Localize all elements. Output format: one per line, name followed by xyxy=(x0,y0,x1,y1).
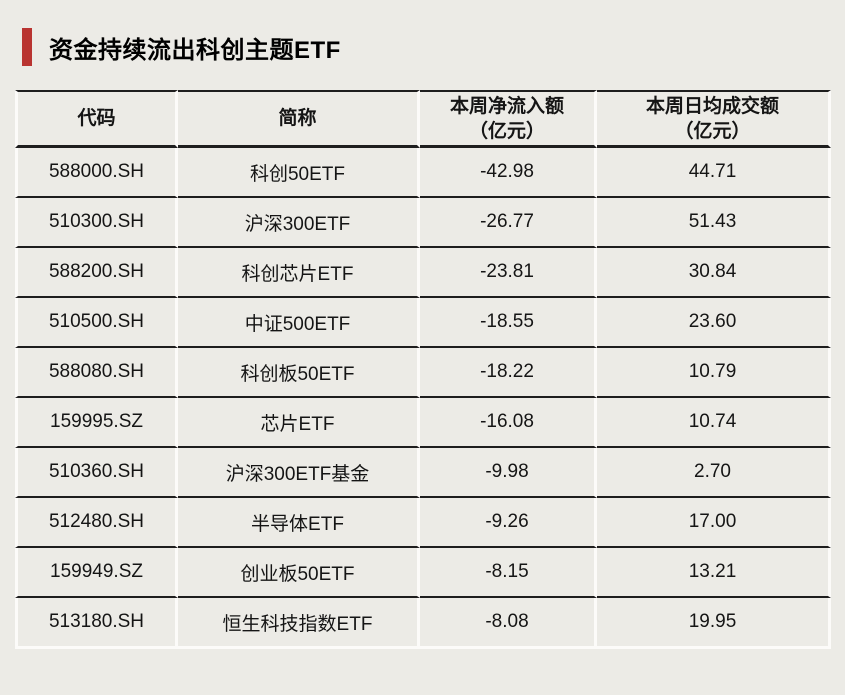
cell-net-inflow: -18.55 xyxy=(420,298,597,348)
cell-code: 513180.SH xyxy=(15,598,178,649)
table-row: 510500.SH 中证500ETF -18.55 23.60 xyxy=(15,298,831,348)
cell-name: 科创50ETF xyxy=(178,148,420,198)
cell-net-inflow: -8.08 xyxy=(420,598,597,649)
cell-code: 588080.SH xyxy=(15,348,178,398)
cell-name: 芯片ETF xyxy=(178,398,420,448)
cell-code: 159949.SZ xyxy=(15,548,178,598)
cell-net-inflow: -16.08 xyxy=(420,398,597,448)
page-title: 资金持续流出科创主题ETF xyxy=(49,36,341,64)
cell-code: 510500.SH xyxy=(15,298,178,348)
cell-avg-turnover: 13.21 xyxy=(597,548,831,598)
cell-name: 沪深300ETF基金 xyxy=(178,448,420,498)
cell-name: 半导体ETF xyxy=(178,498,420,548)
header-row: 代码 简称 本周净流入额 （亿元） 本周日均成交额 （亿元） xyxy=(15,90,831,148)
table-row: 510300.SH 沪深300ETF -26.77 51.43 xyxy=(15,198,831,248)
cell-avg-turnover: 10.74 xyxy=(597,398,831,448)
table-row: 588200.SH 科创芯片ETF -23.81 30.84 xyxy=(15,248,831,298)
table-row: 588000.SH 科创50ETF -42.98 44.71 xyxy=(15,148,831,198)
cell-code: 159995.SZ xyxy=(15,398,178,448)
column-label: 代码 xyxy=(77,108,116,129)
cell-code: 588000.SH xyxy=(15,148,178,198)
title-block: 资金持续流出科创主题ETF xyxy=(22,28,845,66)
cell-code: 588200.SH xyxy=(15,248,178,298)
table-row: 159949.SZ 创业板50ETF -8.15 13.21 xyxy=(15,548,831,598)
table-row: 510360.SH 沪深300ETF基金 -9.98 2.70 xyxy=(15,448,831,498)
cell-name: 科创芯片ETF xyxy=(178,248,420,298)
cell-avg-turnover: 23.60 xyxy=(597,298,831,348)
table-row: 512480.SH 半导体ETF -9.26 17.00 xyxy=(15,498,831,548)
table-header: 代码 简称 本周净流入额 （亿元） 本周日均成交额 （亿元） xyxy=(15,90,831,148)
cell-name: 中证500ETF xyxy=(178,298,420,348)
cell-name: 恒生科技指数ETF xyxy=(178,598,420,649)
cell-net-inflow: -9.26 xyxy=(420,498,597,548)
cell-avg-turnover: 2.70 xyxy=(597,448,831,498)
column-label: 本周净流入额 xyxy=(449,95,564,117)
title-accent-bar xyxy=(22,28,32,66)
cell-code: 510300.SH xyxy=(15,198,178,248)
cell-code: 510360.SH xyxy=(15,448,178,498)
cell-net-inflow: -9.98 xyxy=(420,448,597,498)
column-unit: （亿元） xyxy=(674,120,751,142)
column-header-code: 代码 xyxy=(15,90,178,148)
cell-avg-turnover: 10.79 xyxy=(597,348,831,398)
column-header-name: 简称 xyxy=(178,90,420,148)
cell-name: 沪深300ETF xyxy=(178,198,420,248)
cell-avg-turnover: 19.95 xyxy=(597,598,831,649)
cell-net-inflow: -26.77 xyxy=(420,198,597,248)
column-header-net-inflow: 本周净流入额 （亿元） xyxy=(420,90,597,148)
cell-net-inflow: -18.22 xyxy=(420,348,597,398)
column-header-avg-turnover: 本周日均成交额 （亿元） xyxy=(597,90,831,148)
cell-name: 创业板50ETF xyxy=(178,548,420,598)
table-body: 588000.SH 科创50ETF -42.98 44.71 510300.SH… xyxy=(15,148,831,649)
column-label: 本周日均成交额 xyxy=(645,95,779,117)
table-row: 588080.SH 科创板50ETF -18.22 10.79 xyxy=(15,348,831,398)
cell-net-inflow: -23.81 xyxy=(420,248,597,298)
cell-avg-turnover: 30.84 xyxy=(597,248,831,298)
cell-name: 科创板50ETF xyxy=(178,348,420,398)
column-label: 简称 xyxy=(278,108,317,129)
cell-net-inflow: -8.15 xyxy=(420,548,597,598)
column-unit: （亿元） xyxy=(468,120,545,142)
cell-avg-turnover: 44.71 xyxy=(597,148,831,198)
cell-code: 512480.SH xyxy=(15,498,178,548)
table-row: 159995.SZ 芯片ETF -16.08 10.74 xyxy=(15,398,831,448)
table-row: 513180.SH 恒生科技指数ETF -8.08 19.95 xyxy=(15,598,831,649)
cell-avg-turnover: 51.43 xyxy=(597,198,831,248)
cell-avg-turnover: 17.00 xyxy=(597,498,831,548)
cell-net-inflow: -42.98 xyxy=(420,148,597,198)
etf-flow-table: 代码 简称 本周净流入额 （亿元） 本周日均成交额 （亿元） 588000.SH… xyxy=(15,90,831,649)
